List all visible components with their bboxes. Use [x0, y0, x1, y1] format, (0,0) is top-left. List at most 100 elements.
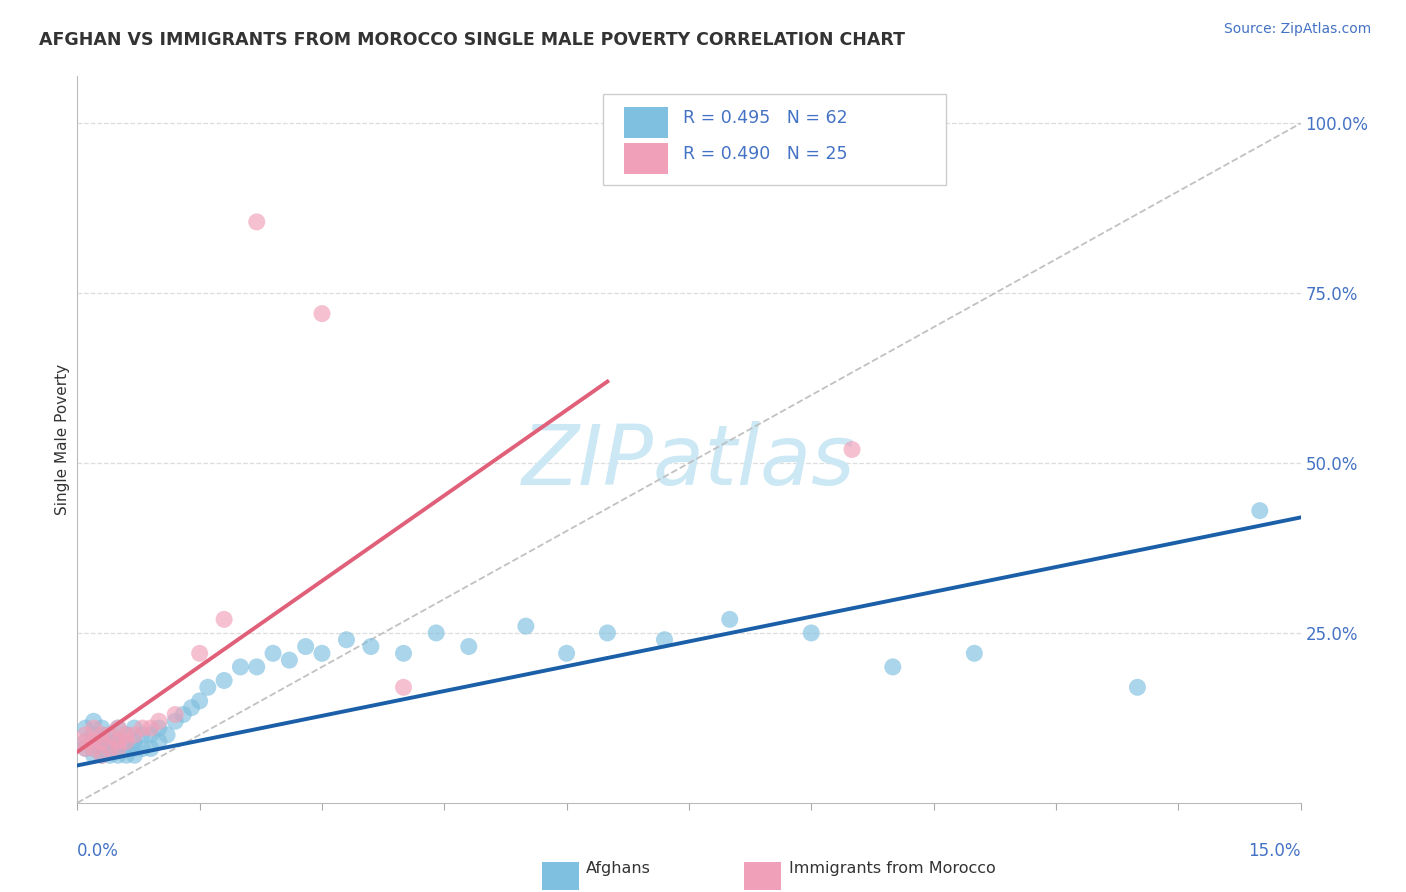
- Point: [596, 626, 619, 640]
- Point: [83, 728, 105, 742]
- Text: Source: ZipAtlas.com: Source: ZipAtlas.com: [1223, 22, 1371, 37]
- Point: [75, 721, 97, 735]
- Point: [188, 646, 211, 660]
- Point: [90, 734, 112, 748]
- Point: [457, 640, 479, 654]
- Text: R = 0.495   N = 62: R = 0.495 N = 62: [683, 109, 848, 127]
- Point: [75, 728, 97, 742]
- Point: [83, 748, 105, 763]
- Point: [90, 728, 112, 742]
- Point: [124, 728, 146, 742]
- Point: [75, 734, 97, 748]
- Point: [294, 640, 316, 654]
- Point: [75, 741, 97, 756]
- Point: [180, 700, 202, 714]
- Text: 15.0%: 15.0%: [1249, 842, 1301, 860]
- Point: [115, 734, 138, 748]
- Point: [148, 714, 170, 729]
- Point: [75, 734, 97, 748]
- Point: [83, 721, 105, 735]
- Point: [131, 728, 153, 742]
- Text: Immigrants from Morocco: Immigrants from Morocco: [789, 861, 995, 876]
- Point: [156, 728, 179, 742]
- Point: [212, 673, 235, 688]
- FancyBboxPatch shape: [624, 144, 668, 174]
- Point: [124, 748, 146, 763]
- Point: [515, 619, 537, 633]
- Point: [360, 640, 382, 654]
- Point: [654, 632, 676, 647]
- Point: [212, 612, 235, 626]
- FancyBboxPatch shape: [603, 94, 946, 185]
- FancyBboxPatch shape: [543, 863, 579, 890]
- Point: [98, 741, 121, 756]
- Point: [165, 707, 187, 722]
- Point: [98, 728, 121, 742]
- Point: [107, 741, 129, 756]
- Point: [882, 660, 904, 674]
- Y-axis label: Single Male Poverty: Single Male Poverty: [55, 364, 70, 515]
- Point: [115, 728, 138, 742]
- Point: [98, 728, 121, 742]
- Point: [1126, 681, 1149, 695]
- Point: [115, 748, 138, 763]
- Point: [83, 734, 105, 748]
- Point: [83, 741, 105, 756]
- Point: [90, 748, 112, 763]
- Point: [148, 734, 170, 748]
- Point: [246, 660, 269, 674]
- Point: [246, 215, 269, 229]
- Point: [229, 660, 252, 674]
- Point: [90, 741, 112, 756]
- Point: [90, 734, 112, 748]
- Text: R = 0.490   N = 25: R = 0.490 N = 25: [683, 145, 848, 163]
- Point: [197, 681, 219, 695]
- Point: [139, 728, 162, 742]
- Point: [139, 721, 162, 735]
- Point: [335, 632, 357, 647]
- Point: [124, 741, 146, 756]
- Point: [83, 714, 105, 729]
- Point: [172, 707, 194, 722]
- Point: [131, 741, 153, 756]
- Point: [107, 734, 129, 748]
- Point: [188, 694, 211, 708]
- Point: [425, 626, 447, 640]
- Point: [107, 748, 129, 763]
- Point: [75, 741, 97, 756]
- Text: AFGHAN VS IMMIGRANTS FROM MOROCCO SINGLE MALE POVERTY CORRELATION CHART: AFGHAN VS IMMIGRANTS FROM MOROCCO SINGLE…: [39, 31, 905, 49]
- Point: [555, 646, 578, 660]
- Point: [98, 741, 121, 756]
- Point: [83, 734, 105, 748]
- Point: [139, 741, 162, 756]
- Point: [83, 741, 105, 756]
- Point: [90, 728, 112, 742]
- FancyBboxPatch shape: [744, 863, 780, 890]
- Point: [278, 653, 301, 667]
- Point: [392, 681, 415, 695]
- Text: Afghans: Afghans: [586, 861, 651, 876]
- Point: [90, 748, 112, 763]
- FancyBboxPatch shape: [624, 107, 668, 137]
- Point: [262, 646, 284, 660]
- Point: [107, 721, 129, 735]
- Point: [311, 646, 333, 660]
- Point: [1249, 503, 1271, 517]
- Point: [115, 741, 138, 756]
- Point: [107, 741, 129, 756]
- Text: 0.0%: 0.0%: [77, 842, 120, 860]
- Point: [90, 721, 112, 735]
- Point: [131, 721, 153, 735]
- Point: [718, 612, 741, 626]
- Point: [800, 626, 823, 640]
- Point: [841, 442, 863, 457]
- Point: [963, 646, 986, 660]
- Point: [148, 721, 170, 735]
- Point: [98, 734, 121, 748]
- Point: [124, 721, 146, 735]
- Point: [115, 728, 138, 742]
- Point: [165, 714, 187, 729]
- Text: ZIPatlas: ZIPatlas: [522, 421, 856, 501]
- Point: [107, 734, 129, 748]
- Point: [98, 748, 121, 763]
